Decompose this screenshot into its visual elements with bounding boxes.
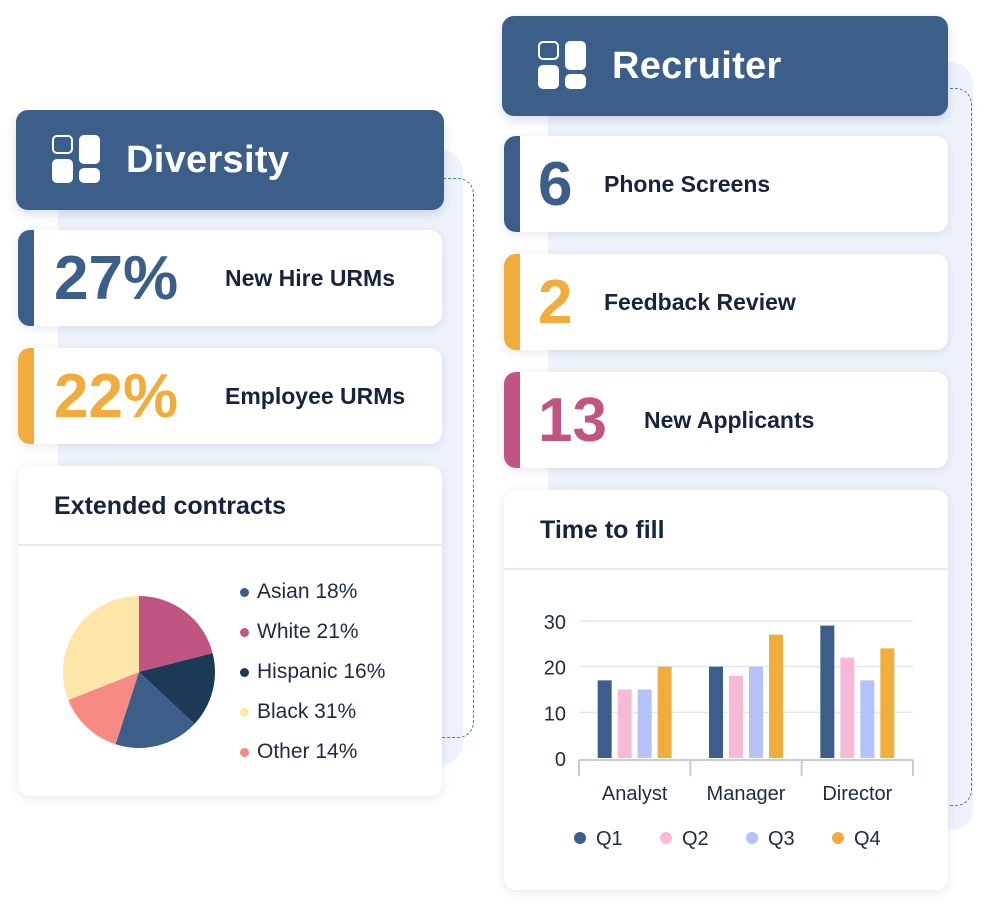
legend-dot-icon xyxy=(240,667,249,677)
phone-screens-label: Phone Screens xyxy=(604,170,771,197)
y-tick-label: 10 xyxy=(544,703,566,725)
stat-accent-bar xyxy=(504,136,520,232)
legend-item-hispanic: Hispanic 16% xyxy=(240,660,385,684)
legend-dot-icon xyxy=(240,587,249,597)
employee-urms-value: 22% xyxy=(54,361,179,431)
bar-analyst-q4 xyxy=(657,666,672,758)
bar-analyst-q3 xyxy=(637,689,652,758)
y-tick-label: 20 xyxy=(544,658,566,680)
bar-director-q4 xyxy=(880,648,895,758)
new-applicants-value: 13 xyxy=(538,385,607,455)
legend-item-asian: Asian 18% xyxy=(240,580,357,604)
dashboard-grid-icon xyxy=(538,41,588,91)
bar-director-q1 xyxy=(820,625,835,758)
extended-contracts-pie-chart xyxy=(63,596,215,748)
stat-accent-bar xyxy=(504,254,520,350)
time-to-fill-panel: Time to fill 0 10 20 30 Analyst Manager Direct… xyxy=(504,490,948,890)
x-tick-label: Manager xyxy=(707,783,786,805)
recruiter-header: Recruiter xyxy=(502,16,948,116)
employee-urms-label: Employee URMs xyxy=(225,382,406,409)
legend-dot-icon xyxy=(746,832,758,844)
bar-manager-q4 xyxy=(769,634,783,758)
dashboard-grid-icon xyxy=(52,135,102,185)
time-to-fill-bar-chart: 0 10 20 30 Analyst Manager Director Q1 Q2 Q3 Q4 xyxy=(544,612,914,850)
new-hire-urms-card: 27% New Hire URMs xyxy=(18,230,442,326)
legend-label-q2: Q2 xyxy=(682,828,709,850)
legend-dot-icon xyxy=(832,832,844,844)
legend-label: Hispanic 16% xyxy=(257,660,386,683)
x-tick-label: Director xyxy=(822,783,892,805)
y-tick-label: 0 xyxy=(555,749,566,771)
pie-slice-hispanic xyxy=(139,653,215,725)
diversity-title: Diversity xyxy=(126,138,290,181)
time-to-fill-title: Time to fill xyxy=(540,516,665,544)
bar-director-q2 xyxy=(840,657,855,758)
panel-divider xyxy=(18,544,442,546)
phone-screens-card: 6 Phone Screens xyxy=(504,136,948,232)
recruiter-connector-line xyxy=(945,88,972,806)
legend-item-white: White 21% xyxy=(240,620,359,644)
legend-dot-icon xyxy=(240,747,249,757)
legend-dot-icon xyxy=(660,832,672,844)
bar-analyst-q2 xyxy=(617,689,632,758)
bar-manager-q3 xyxy=(749,666,763,758)
legend-dot-icon xyxy=(240,707,249,717)
pie-slice-other xyxy=(68,672,139,745)
pie-slice-asian xyxy=(115,672,195,748)
pie-slice-black xyxy=(63,596,140,700)
legend-label: Other 14% xyxy=(257,740,358,763)
y-tick-label: 30 xyxy=(544,612,566,634)
pie-slice-white xyxy=(139,596,213,672)
bar-director-q3 xyxy=(860,680,875,758)
diversity-connector-line xyxy=(438,178,474,738)
legend-item-other: Other 14% xyxy=(240,740,357,764)
stat-accent-bar xyxy=(18,230,34,326)
new-applicants-label: New Applicants xyxy=(644,406,815,433)
bar-manager-q2 xyxy=(729,675,743,758)
legend-label: White 21% xyxy=(257,620,359,643)
feedback-review-label: Feedback Review xyxy=(604,288,796,315)
phone-screens-value: 6 xyxy=(538,149,573,219)
new-hire-urms-label: New Hire URMs xyxy=(225,264,395,291)
stat-accent-bar xyxy=(18,348,34,444)
extended-contracts-panel: Extended contracts Asian 18% White 21% His… xyxy=(18,466,442,796)
diversity-header: Diversity xyxy=(16,110,444,210)
legend-item-black: Black 31% xyxy=(240,700,356,724)
panel-divider xyxy=(504,568,948,570)
feedback-review-card: 2 Feedback Review xyxy=(504,254,948,350)
legend-label-q3: Q3 xyxy=(768,828,795,850)
bar-analyst-q1 xyxy=(597,680,612,758)
new-hire-urms-value: 27% xyxy=(54,243,179,313)
extended-contracts-title: Extended contracts xyxy=(54,492,287,520)
stat-accent-bar xyxy=(504,372,520,468)
recruiter-title: Recruiter xyxy=(612,44,782,87)
legend-label: Black 31% xyxy=(257,700,357,723)
x-tick-label: Analyst xyxy=(602,783,668,805)
legend-dot-icon xyxy=(240,627,249,637)
new-applicants-card: 13 New Applicants xyxy=(504,372,948,468)
feedback-review-value: 2 xyxy=(538,267,573,337)
employee-urms-card: 22% Employee URMs xyxy=(18,348,442,444)
legend-label-q4: Q4 xyxy=(854,828,881,850)
legend-label-q1: Q1 xyxy=(596,828,623,850)
legend-label: Asian 18% xyxy=(257,580,358,603)
legend-dot-icon xyxy=(574,832,586,844)
bar-manager-q1 xyxy=(709,666,723,758)
